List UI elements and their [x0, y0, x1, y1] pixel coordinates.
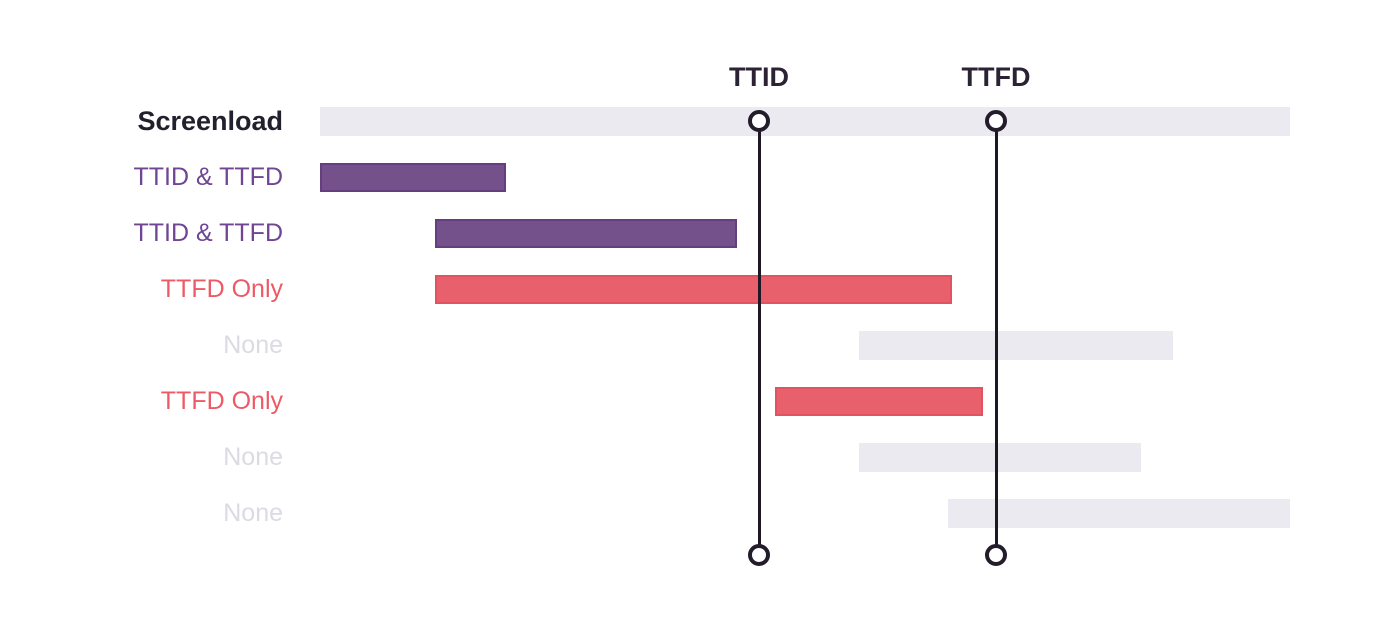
row-label: Screenload: [137, 106, 283, 136]
row-label: TTFD Only: [160, 387, 283, 415]
marker-line: [757, 121, 761, 555]
marker-bottom-circle: [985, 544, 1007, 566]
row-label: TTID & TTFD: [133, 163, 283, 191]
span-bar: [320, 163, 506, 192]
marker-top-circle: [985, 110, 1007, 132]
row-label: None: [223, 443, 283, 471]
span-bar: [435, 275, 952, 304]
row-label: None: [223, 499, 283, 527]
marker-top-circle: [748, 110, 770, 132]
row-label: TTFD Only: [160, 275, 283, 303]
row-label: TTID & TTFD: [133, 219, 283, 247]
span-bar: [775, 387, 983, 416]
marker-line: [994, 121, 998, 555]
span-bar: [320, 107, 1290, 136]
span-bar: [859, 443, 1141, 472]
span-bar: [859, 331, 1173, 360]
span-bar: [435, 219, 737, 248]
row-label: None: [223, 331, 283, 359]
span-bar: [948, 499, 1290, 528]
marker-label: TTID: [729, 62, 789, 92]
marker-bottom-circle: [748, 544, 770, 566]
marker-label: TTFD: [961, 62, 1031, 92]
